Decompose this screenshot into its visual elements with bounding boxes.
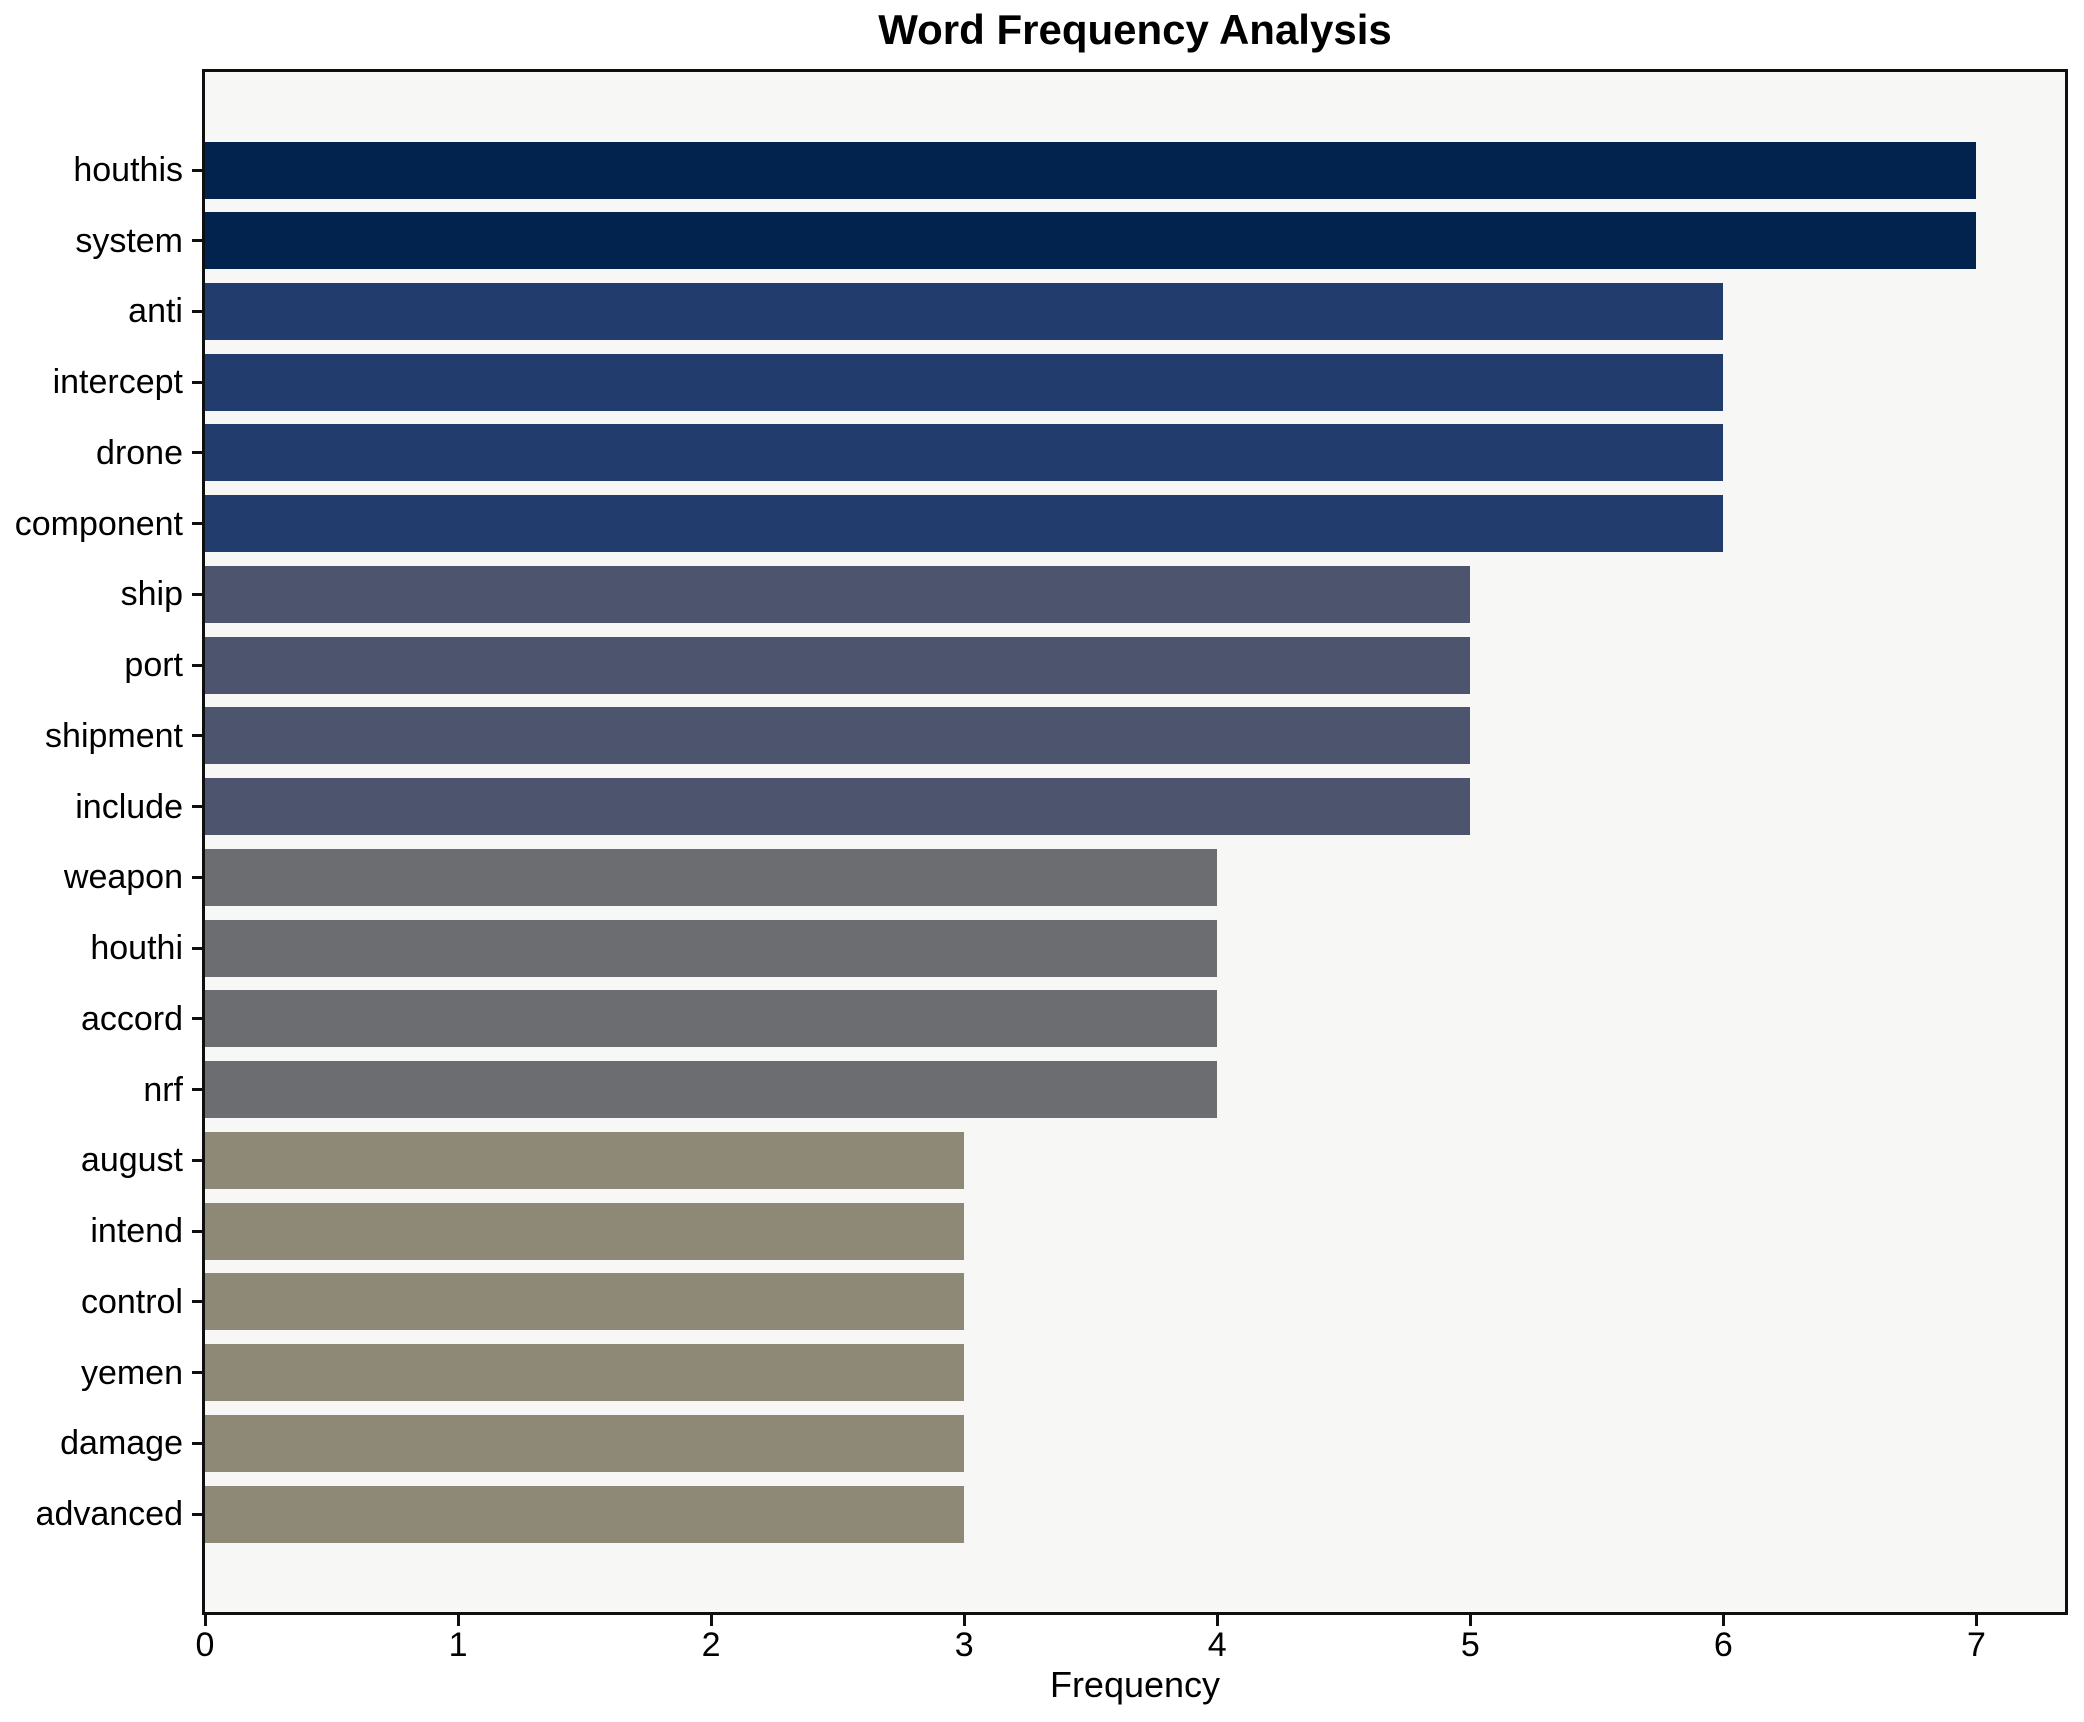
bar-houthis <box>205 141 1977 199</box>
bar-august <box>205 1131 965 1189</box>
bar-component <box>205 495 1724 553</box>
bar-control <box>205 1273 965 1331</box>
y-tick-mark <box>192 946 204 950</box>
x-tick-mark <box>1974 1615 1978 1626</box>
y-tick-mark <box>192 522 204 526</box>
bar-include <box>205 778 1471 836</box>
y-tick-label: damage <box>60 1424 183 1463</box>
bar-intercept <box>205 353 1724 411</box>
y-tick-label: august <box>80 1141 183 1180</box>
y-tick-label: system <box>75 221 183 260</box>
bar-yemen <box>205 1344 965 1402</box>
y-tick-mark <box>192 168 204 172</box>
y-tick-mark <box>192 805 204 809</box>
x-axis-title: Frequency <box>1049 1664 1221 1705</box>
bar-accord <box>205 990 1218 1048</box>
bar-advanced <box>205 1485 965 1543</box>
y-tick-mark <box>192 1512 204 1516</box>
y-tick-mark <box>192 1300 204 1304</box>
y-tick-label: include <box>75 787 183 826</box>
y-tick-label: component <box>14 504 183 543</box>
y-tick-label: ship <box>120 575 183 614</box>
y-tick-mark <box>192 1088 204 1092</box>
x-tick-label: 4 <box>1207 1626 1227 1664</box>
y-tick-mark <box>192 734 204 738</box>
bar-anti <box>205 282 1724 340</box>
y-tick-label: control <box>80 1282 183 1321</box>
y-tick-label: yemen <box>80 1353 183 1392</box>
bar-port <box>205 636 1471 694</box>
y-tick-label: houthi <box>90 929 183 968</box>
chart-title: Word Frequency Analysis <box>878 6 1392 53</box>
y-tick-label: shipment <box>45 716 183 755</box>
y-tick-mark <box>192 451 204 455</box>
bar-intend <box>205 1202 965 1260</box>
x-tick-mark <box>203 1615 207 1626</box>
bar-houthi <box>205 919 1218 977</box>
x-tick-mark <box>1215 1615 1219 1626</box>
y-tick-mark <box>192 1371 204 1375</box>
bar-damage <box>205 1414 965 1472</box>
y-tick-label: anti <box>128 292 183 331</box>
y-tick-mark <box>192 239 204 243</box>
x-tick-label: 5 <box>1460 1626 1480 1664</box>
bar-nrf <box>205 1061 1218 1119</box>
y-tick-label: weapon <box>63 858 183 897</box>
y-tick-label: intend <box>90 1212 183 1251</box>
y-tick-label: accord <box>80 999 183 1038</box>
y-tick-label: houthis <box>73 151 183 189</box>
y-tick-mark <box>192 1229 204 1233</box>
x-tick-label: 3 <box>954 1626 974 1664</box>
bar-drone <box>205 424 1724 482</box>
y-tick-label: advanced <box>35 1495 183 1534</box>
y-tick-label: nrf <box>143 1070 183 1109</box>
x-tick-mark <box>709 1615 713 1626</box>
x-tick-mark <box>456 1615 460 1626</box>
x-tick-mark <box>1721 1615 1725 1626</box>
bar-shipment <box>205 707 1471 765</box>
y-tick-label: intercept <box>52 363 183 402</box>
bar-weapon <box>205 848 1218 906</box>
y-tick-mark <box>192 1017 204 1021</box>
y-tick-mark <box>192 309 204 313</box>
x-tick-label: 0 <box>195 1626 215 1664</box>
y-tick-mark <box>192 1158 204 1162</box>
y-tick-mark <box>192 875 204 879</box>
x-tick-mark <box>1468 1615 1472 1626</box>
bar-ship <box>205 565 1471 623</box>
x-tick-label: 2 <box>701 1626 721 1664</box>
x-tick-label: 1 <box>448 1626 468 1664</box>
y-tick-mark <box>192 380 204 384</box>
y-tick-mark <box>192 1441 204 1445</box>
x-tick-label: 6 <box>1713 1626 1733 1664</box>
bar-system <box>205 212 1977 270</box>
x-tick-label: 7 <box>1966 1626 1986 1664</box>
y-tick-mark <box>192 592 204 596</box>
y-tick-label: drone <box>96 433 183 472</box>
y-tick-label: port <box>124 646 183 685</box>
x-tick-mark <box>962 1615 966 1626</box>
y-tick-mark <box>192 663 204 667</box>
